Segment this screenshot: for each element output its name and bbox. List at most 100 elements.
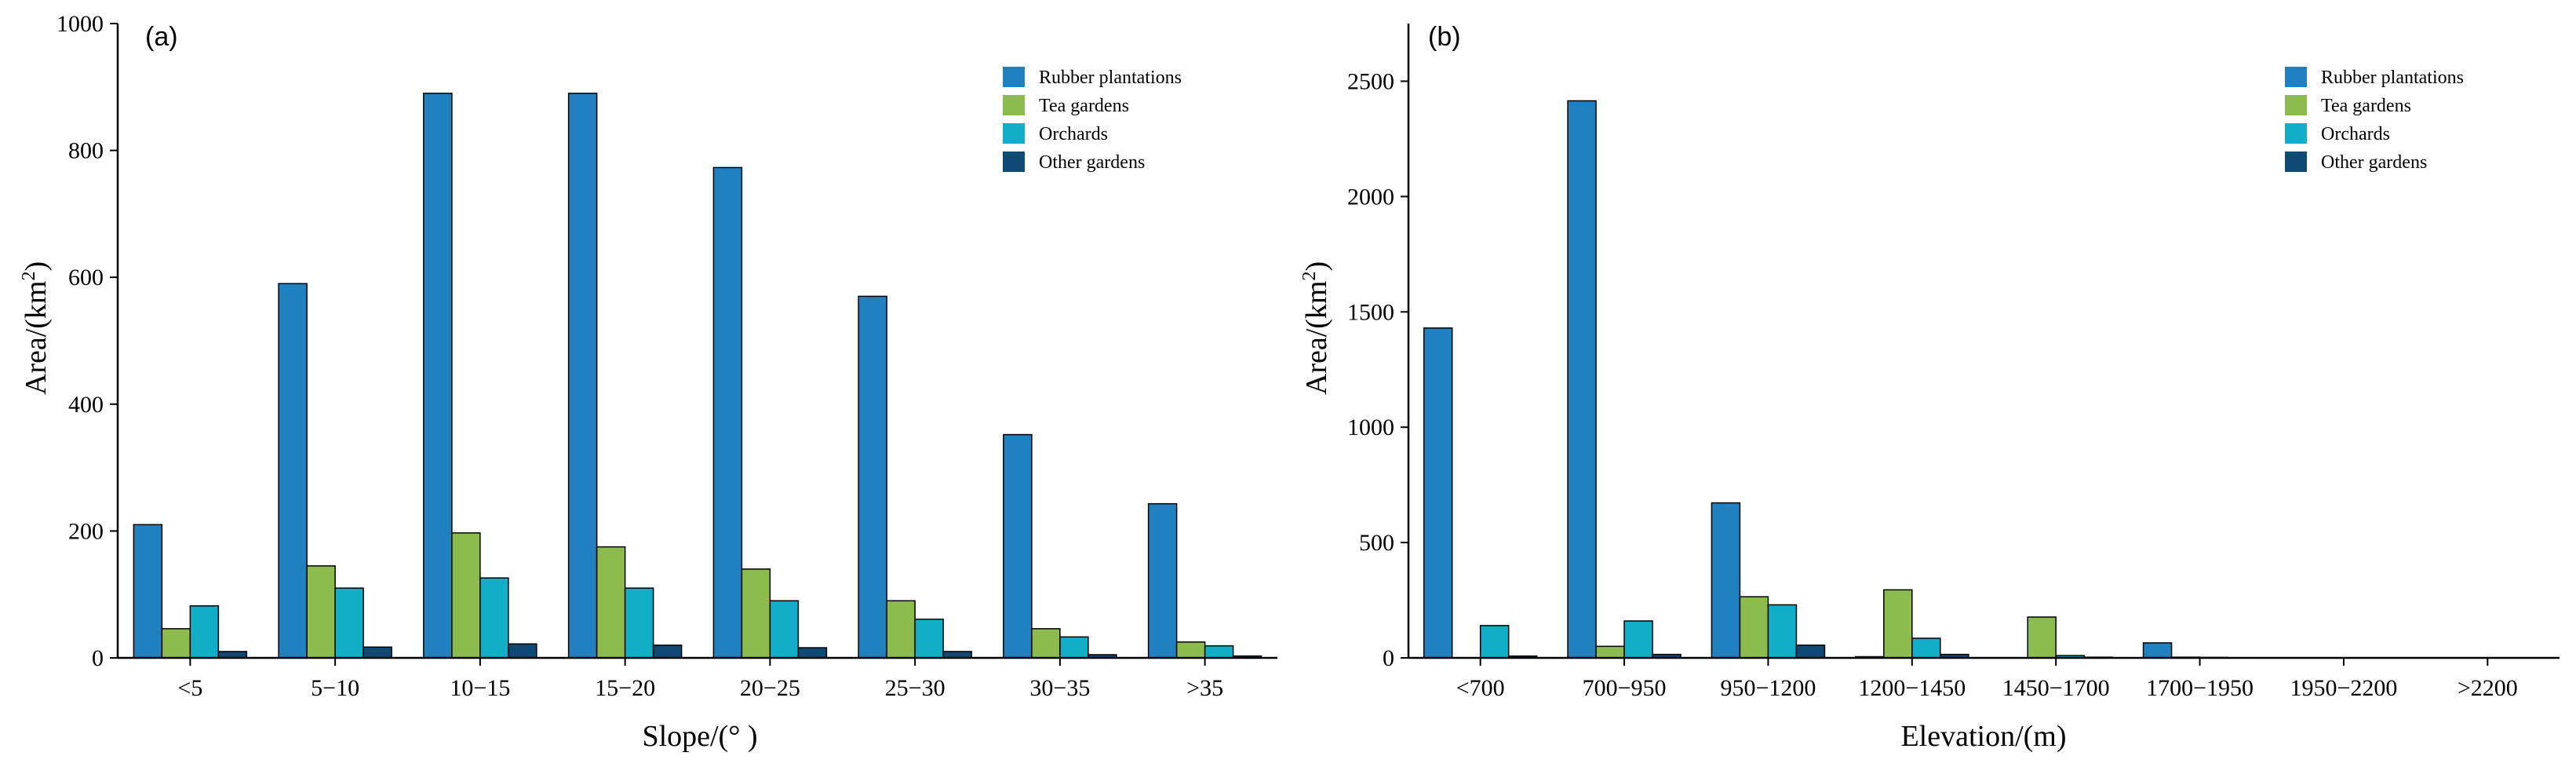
x-tick-label: 950−1200 (1720, 675, 1816, 701)
x-tick-label: 1700−1950 (2146, 675, 2254, 701)
bar-orchards (1059, 636, 1089, 659)
bar-rubber (858, 295, 887, 659)
bar-tea (1595, 645, 1625, 659)
bar-rubber (1567, 100, 1597, 659)
bar-orchards (1623, 620, 1653, 659)
bar-orchards (1911, 637, 1941, 659)
y-tick-label: 0 (92, 645, 104, 671)
bar-orchards (914, 618, 944, 659)
bar-rubber (1003, 433, 1033, 659)
x-tick-label: >35 (1186, 675, 1223, 701)
bar-rubber (1711, 502, 1741, 659)
x-tick-label: 1200−1450 (1858, 675, 1966, 701)
legend-swatch-other (2285, 152, 2307, 172)
bar-orchards (334, 587, 364, 659)
legend-swatch-other (1003, 152, 1025, 172)
bar-other (1795, 645, 1826, 659)
legend-swatch-tea (1003, 95, 1025, 115)
y-tick-label: 200 (68, 518, 104, 544)
panel-elevation: (b) Area/(km2) Elevation/(m) <700 700−950… (1299, 22, 2560, 753)
legend-label: Orchards (1039, 124, 1108, 144)
bar-tea (1739, 596, 1769, 659)
legend-swatch-rubber (2285, 67, 2307, 87)
legend-label: Orchards (2321, 124, 2390, 144)
legend-label: Rubber plantations (2321, 68, 2464, 88)
x-tick-label: 25−30 (885, 675, 946, 701)
legend-swatch-rubber (1003, 67, 1025, 87)
bar-tea (2027, 616, 2057, 659)
svg-text:Area/(km2): Area/(km2) (19, 261, 53, 395)
legend-label: Other gardens (2321, 152, 2427, 173)
x-tick-label: 15−20 (595, 675, 655, 701)
legend-label: Tea gardens (2321, 96, 2411, 116)
y-tick-label: 1000 (56, 11, 104, 37)
bar-rubber (1423, 327, 1453, 659)
panel-label-b: (b) (1428, 22, 1461, 52)
bar-other (797, 647, 828, 659)
y-axis-title-main: Area/(km (20, 281, 53, 396)
bar-rubber (712, 166, 743, 659)
bar-other (652, 645, 683, 659)
x-tick-label: 5−10 (311, 675, 359, 701)
bar-orchards (769, 600, 800, 659)
bar-other (508, 643, 537, 659)
x-tick-label: 1950−2200 (2290, 675, 2397, 701)
bar-tea (306, 565, 336, 659)
bar-orchards (189, 604, 220, 659)
legend-swatch-tea (2285, 95, 2307, 115)
legend-swatch-orchards (1003, 123, 1025, 144)
svg-text:Area/(km2): Area/(km2) (1299, 261, 1333, 395)
y-axis-title: Area/(km2) (1299, 261, 1333, 395)
bar-orchards (479, 577, 509, 659)
x-tick-label: 700−950 (1583, 675, 1667, 701)
x-tick-label: 10−15 (450, 675, 510, 701)
bar-tea (161, 628, 191, 659)
y-tick-label: 2000 (1347, 184, 1394, 210)
x-tick-label: 30−35 (1029, 675, 1090, 701)
bar-tea (451, 532, 481, 659)
y-tick-label: 800 (68, 138, 104, 164)
bar-rubber (423, 93, 453, 659)
legend-swatch-orchards (2285, 123, 2307, 144)
panel-slope: (a) Area/(km2) Slope/(° ) <5 5−10 10−15 15−… (19, 11, 1277, 753)
bar-tea (1031, 628, 1061, 659)
bar-orchards (1204, 645, 1234, 659)
bar-tea (886, 600, 916, 659)
bar-orchards (1767, 604, 1798, 659)
legend-label: Rubber plantations (1039, 68, 1182, 88)
y-tick-label: 2500 (1347, 68, 1394, 94)
bar-tea (1175, 641, 1206, 659)
y-axis-title-main: Area/(km (1300, 281, 1333, 396)
bar-rubber (567, 93, 598, 659)
y-tick-label: 500 (1359, 530, 1394, 556)
bar-rubber (2142, 642, 2173, 659)
plot-area: <700 700−950 950−1200 1200−1450 1450−1700 170… (1347, 24, 2560, 701)
x-axis-title: Elevation/(m) (1900, 720, 2066, 753)
legend-label: Other gardens (1039, 152, 1145, 173)
legend-label: Tea gardens (1039, 96, 1129, 116)
y-tick-label: 400 (68, 392, 104, 418)
bar-tea (596, 546, 626, 659)
bar-tea (741, 568, 771, 659)
bar-rubber (278, 283, 308, 659)
y-tick-label: 1000 (1347, 415, 1394, 440)
bar-tea (1883, 589, 1913, 659)
y-axis-title-close: ) (1300, 261, 1333, 272)
x-tick-label: 20−25 (740, 675, 800, 701)
bar-other (363, 646, 392, 659)
x-axis-title: Slope/(° ) (642, 720, 757, 753)
y-axis-title-close: ) (20, 261, 53, 272)
y-tick-label: 600 (68, 265, 104, 290)
y-tick-label: 1500 (1347, 299, 1394, 325)
bar-rubber (1147, 502, 1178, 659)
legend: Rubber plantations Tea gardens Orchards Oth… (2285, 67, 2464, 173)
x-tick-label: 1450−1700 (2002, 675, 2110, 701)
bar-orchards (1479, 625, 1510, 659)
bar-orchards (624, 587, 654, 659)
y-axis-title-sup: 2 (19, 272, 39, 281)
panel-label-a: (a) (145, 22, 178, 52)
y-tick-label: 0 (1383, 645, 1394, 671)
plot-area: <5 5−10 10−15 15−20 20−25 25−30 30−35 >35 0 200 40… (56, 11, 1277, 701)
x-tick-label: <5 (177, 675, 202, 701)
